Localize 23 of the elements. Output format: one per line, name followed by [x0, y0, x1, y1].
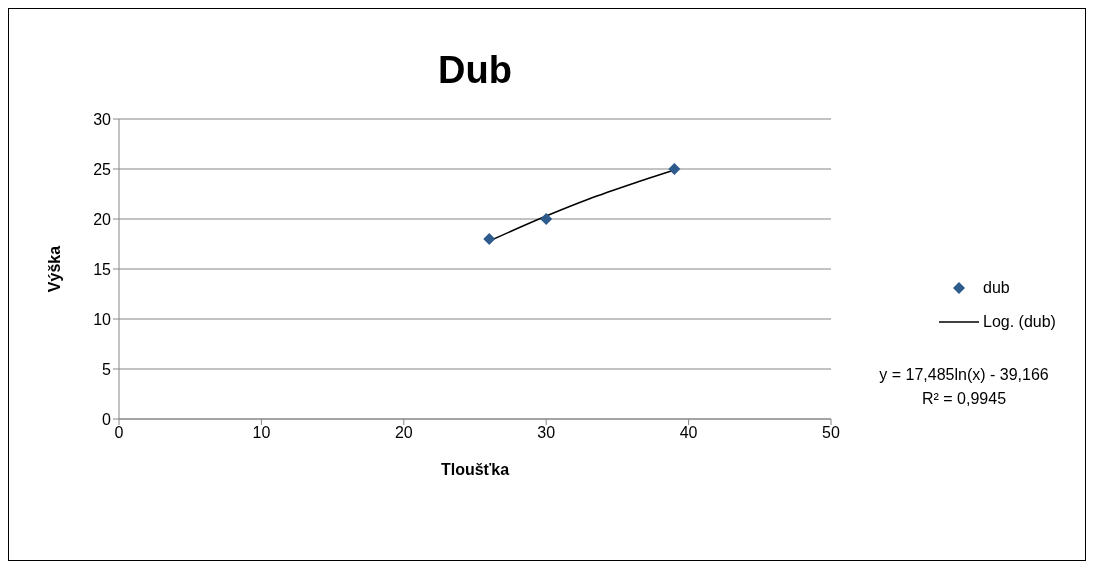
point: [483, 233, 496, 245]
x-tick-label: 30: [537, 424, 556, 442]
point: [540, 213, 553, 225]
text: R² = 0,9945: [920, 389, 1008, 409]
y-tick-label: 5: [102, 360, 112, 378]
text: y = 17,485ln(x) - 39,166: [878, 365, 1050, 385]
chart-title: Dub: [437, 49, 513, 92]
y-tick-label: 30: [93, 110, 112, 128]
x-tick-label: 40: [679, 424, 698, 442]
y-tick-label: 10: [93, 310, 112, 328]
legend-label: Log. (dub): [983, 313, 1056, 331]
x-axis-title: Tloušťka: [440, 461, 510, 478]
legend-label: dub: [983, 279, 1010, 297]
point: [668, 163, 681, 175]
x-tick-label: 50: [822, 424, 840, 442]
y-tick-label: 20: [93, 210, 112, 228]
x-tick-label: 10: [252, 424, 271, 442]
y-tick-label: 15: [93, 260, 112, 278]
y-axis-title: Výška: [45, 245, 63, 293]
y-tick-label: 0: [102, 410, 112, 428]
x-tick-label: 0: [114, 424, 124, 442]
y-tick-label: 25: [93, 160, 112, 178]
x-tick-label: 20: [394, 424, 413, 442]
